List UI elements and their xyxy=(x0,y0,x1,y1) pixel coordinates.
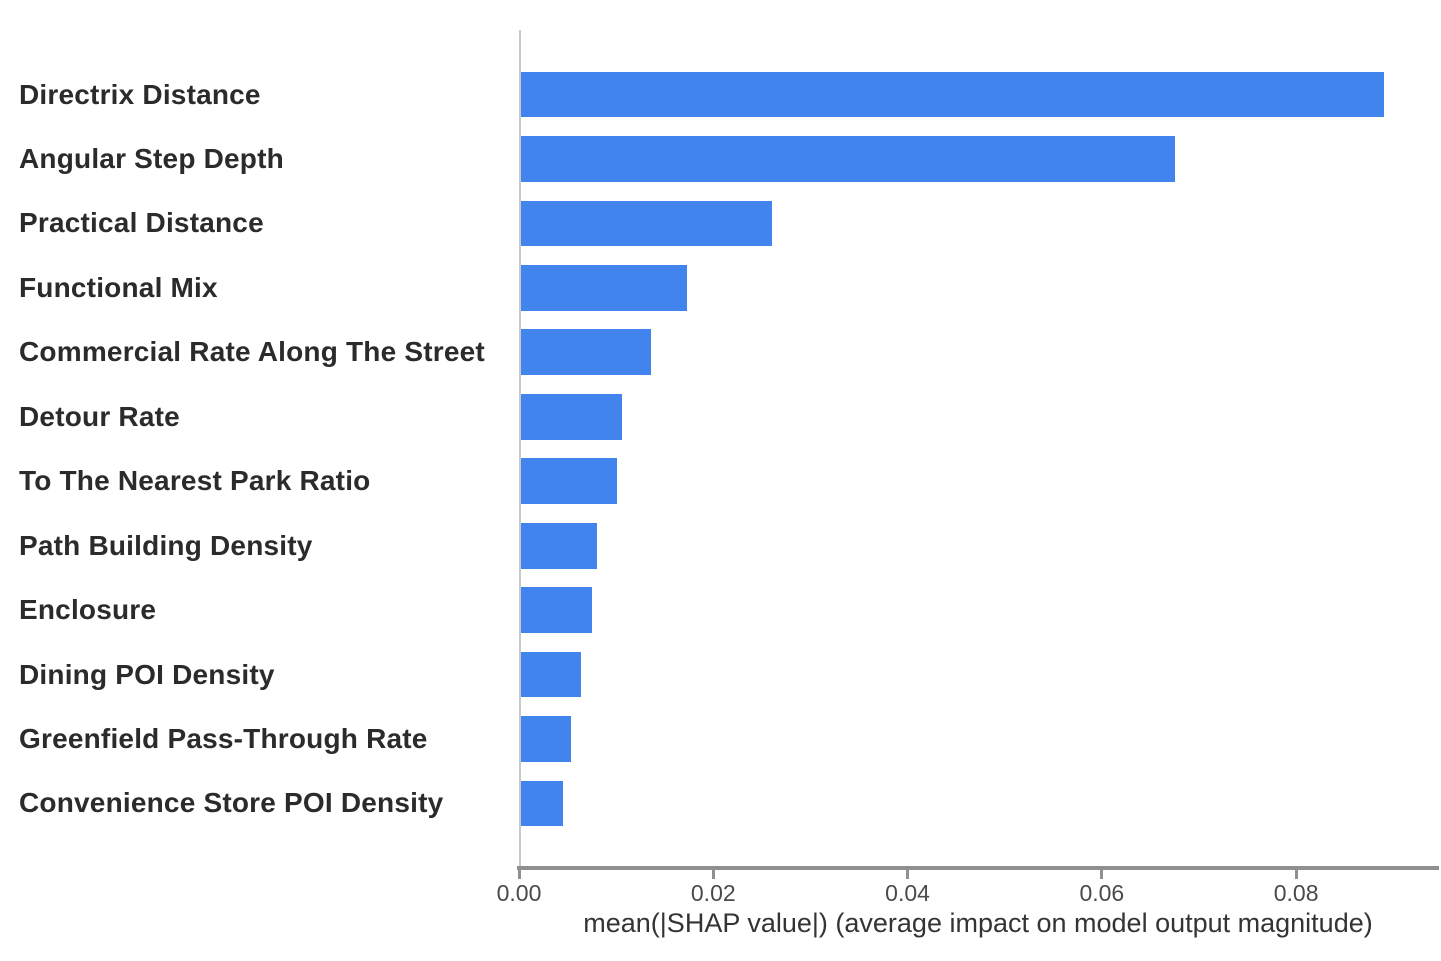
bar xyxy=(519,522,597,569)
category-label: Greenfield Pass-Through Rate xyxy=(19,723,428,755)
bar-track xyxy=(519,449,1437,513)
bar xyxy=(519,264,688,311)
bar-row: To The Nearest Park Ratio xyxy=(0,449,1437,513)
bar-track xyxy=(519,771,1437,835)
category-label: Angular Step Depth xyxy=(19,142,284,174)
category-label: Convenience Store POI Density xyxy=(19,787,444,819)
bar-track xyxy=(519,62,1437,126)
bar-row: Functional Mix xyxy=(0,256,1437,320)
category-label: Functional Mix xyxy=(19,271,218,303)
bar xyxy=(519,393,622,440)
category-label: To The Nearest Park Ratio xyxy=(19,465,371,497)
x-tick-label: 0.08 xyxy=(1273,880,1319,906)
bar-row: Directrix Distance xyxy=(0,62,1437,126)
bar-rows: Directrix Distance Angular Step Depth Prac… xyxy=(0,30,1437,868)
bar-track xyxy=(519,578,1437,642)
x-tick-mark xyxy=(1294,870,1298,879)
bar-row: Path Building Density xyxy=(0,513,1437,577)
bar-track xyxy=(519,385,1437,449)
category-label: Commercial Rate Along The Street xyxy=(19,336,485,368)
bar-row: Convenience Store POI Density xyxy=(0,771,1437,835)
x-tick-label: 0.00 xyxy=(496,880,542,906)
category-label: Path Building Density xyxy=(19,529,313,561)
bar-row: Enclosure xyxy=(0,578,1437,642)
x-axis-label: mean(|SHAP value|) (average impact on mo… xyxy=(583,908,1373,938)
bar-row: Angular Step Depth xyxy=(0,127,1437,191)
x-tick-mark xyxy=(1100,870,1104,879)
category-label: Directrix Distance xyxy=(19,78,261,110)
bar-track xyxy=(519,320,1437,384)
x-tick-mark xyxy=(906,870,910,879)
bar xyxy=(519,587,592,633)
bar xyxy=(519,200,772,247)
y-axis-spine xyxy=(519,30,521,868)
bar xyxy=(519,71,1384,118)
bar-row: Greenfield Pass-Through Rate xyxy=(0,707,1437,771)
bar-track xyxy=(519,191,1437,255)
bar-track xyxy=(519,707,1437,771)
bar-track xyxy=(519,127,1437,191)
bar-row: Practical Distance xyxy=(0,191,1437,255)
category-label: Practical Distance xyxy=(19,207,264,239)
x-axis-spine xyxy=(517,866,1439,870)
bar-track xyxy=(519,642,1437,706)
bar-row: Dining POI Density xyxy=(0,642,1437,706)
bar xyxy=(519,780,563,827)
category-label: Dining POI Density xyxy=(19,658,275,690)
bar xyxy=(519,329,652,376)
bar-track xyxy=(519,256,1437,320)
category-label: Detour Rate xyxy=(19,400,180,432)
bar xyxy=(519,651,582,698)
x-tick-label: 0.06 xyxy=(1079,880,1125,906)
x-tick-label: 0.04 xyxy=(885,880,930,906)
bar-row: Commercial Rate Along The Street xyxy=(0,320,1437,384)
x-tick-mark xyxy=(517,870,521,879)
category-label: Enclosure xyxy=(19,594,157,626)
x-tick-mark xyxy=(711,870,715,879)
x-tick-label: 0.02 xyxy=(690,880,736,906)
bar-row: Detour Rate xyxy=(0,385,1437,449)
bar xyxy=(519,458,618,505)
bar xyxy=(519,136,1175,182)
bar-track xyxy=(519,513,1437,577)
bar xyxy=(519,716,572,762)
